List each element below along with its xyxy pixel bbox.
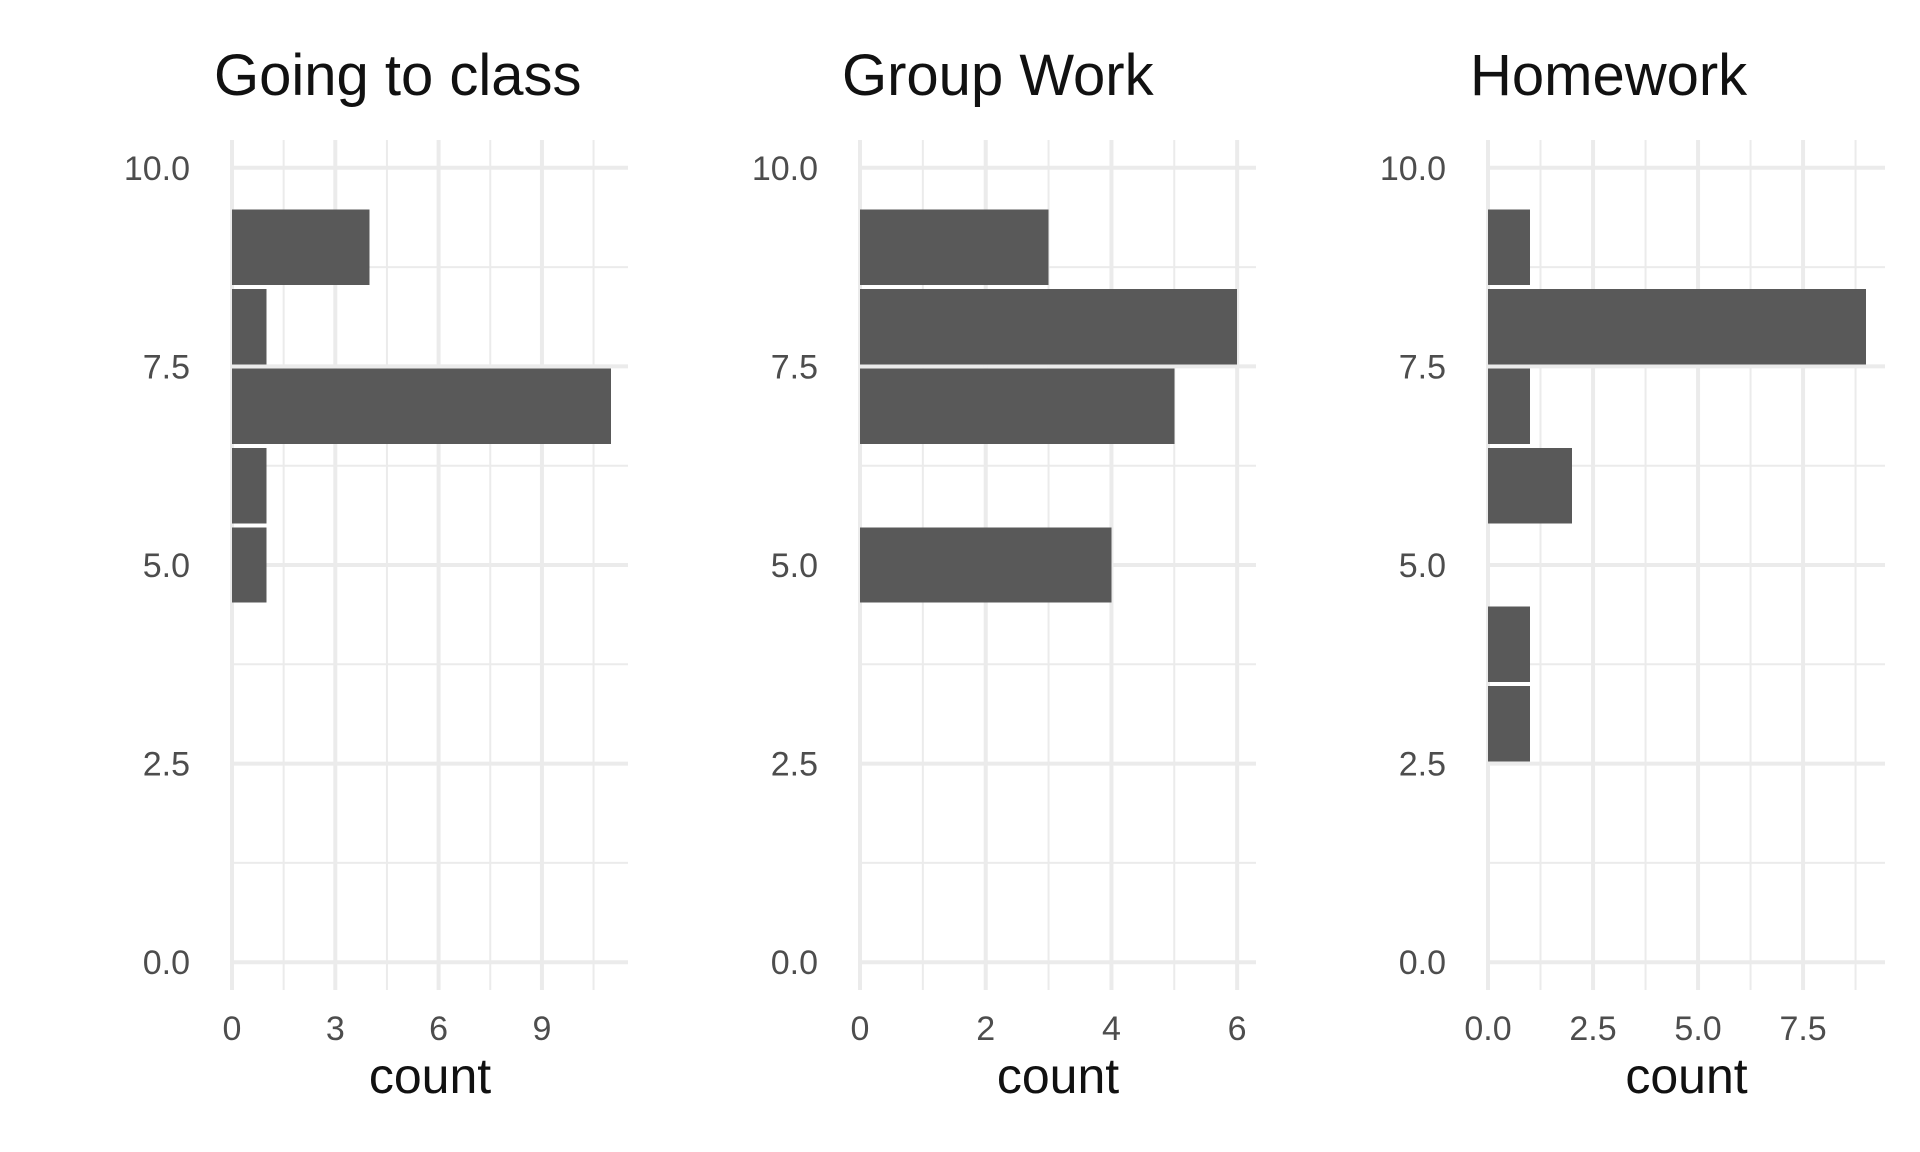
y-tick-label: 0.0 xyxy=(1399,944,1446,982)
y-tick-label: 10.0 xyxy=(752,150,818,188)
y-tick-label: 2.5 xyxy=(1399,746,1446,784)
y-tick-label: 0.0 xyxy=(771,944,818,982)
panel-title: Homework xyxy=(1470,43,1748,108)
bar-bin-5 xyxy=(232,527,267,603)
y-tick-label: 2.5 xyxy=(771,746,818,784)
chart-panel-3: 0.0 2.5 5.0 7.5 10.0 0.0 2.5 5.0 7.5 count Homewor… xyxy=(1380,43,1885,1104)
panel-title: Group Work xyxy=(842,43,1155,108)
x-tick-label: 0 xyxy=(851,1010,870,1048)
x-axis-title: count xyxy=(997,1048,1119,1104)
chart-panel-1: 0.0 2.5 5.0 7.5 10.0 0 3 6 9 count Going to class xyxy=(124,43,628,1104)
x-tick-label: 2.5 xyxy=(1569,1010,1616,1048)
y-tick-label: 5.0 xyxy=(1399,547,1446,585)
bar-bin-9 xyxy=(1488,209,1531,285)
x-tick-label: 5.0 xyxy=(1674,1010,1721,1048)
y-tick-label: 10.0 xyxy=(1380,150,1446,188)
y-tick-label: 0.0 xyxy=(143,944,190,982)
x-tick-label: 7.5 xyxy=(1779,1010,1826,1048)
x-tick-label: 0 xyxy=(223,1010,242,1048)
x-tick-label: 9 xyxy=(532,1010,551,1048)
x-axis-title: count xyxy=(1625,1048,1747,1104)
bar-bin-9 xyxy=(232,209,370,285)
chart-panel-2: 0.0 2.5 5.0 7.5 10.0 0 2 4 6 count Group Work xyxy=(752,43,1256,1104)
x-tick-label: 3 xyxy=(326,1010,345,1048)
bar-bin-8 xyxy=(860,288,1238,365)
x-tick-label: 6 xyxy=(429,1010,448,1048)
bar-bin-6 xyxy=(1488,447,1573,524)
bar-bin-8 xyxy=(232,288,267,365)
x-axis-title: count xyxy=(369,1048,491,1104)
bar-bin-6 xyxy=(232,447,267,524)
y-tick-label: 5.0 xyxy=(771,547,818,585)
bar-bin-5 xyxy=(860,527,1112,603)
y-tick-label: 7.5 xyxy=(771,348,818,386)
x-tick-label: 4 xyxy=(1102,1010,1121,1048)
x-tick-label: 2 xyxy=(976,1010,995,1048)
y-tick-label: 7.5 xyxy=(1399,348,1446,386)
y-tick-label: 2.5 xyxy=(143,746,190,784)
x-tick-label: 0.0 xyxy=(1464,1010,1511,1048)
bar-bin-7 xyxy=(232,368,611,444)
bar-bin-4 xyxy=(1488,606,1531,683)
bar-bin-3 xyxy=(1488,686,1531,762)
y-tick-label: 7.5 xyxy=(143,348,190,386)
panel-title: Going to class xyxy=(214,43,582,108)
y-tick-label: 5.0 xyxy=(143,547,190,585)
y-tick-label: 10.0 xyxy=(124,150,190,188)
x-tick-label: 6 xyxy=(1228,1010,1247,1048)
bar-bin-9 xyxy=(860,209,1049,285)
bar-bin-7 xyxy=(1488,368,1531,444)
bar-bin-8 xyxy=(1488,288,1867,365)
bar-bin-7 xyxy=(860,368,1175,444)
